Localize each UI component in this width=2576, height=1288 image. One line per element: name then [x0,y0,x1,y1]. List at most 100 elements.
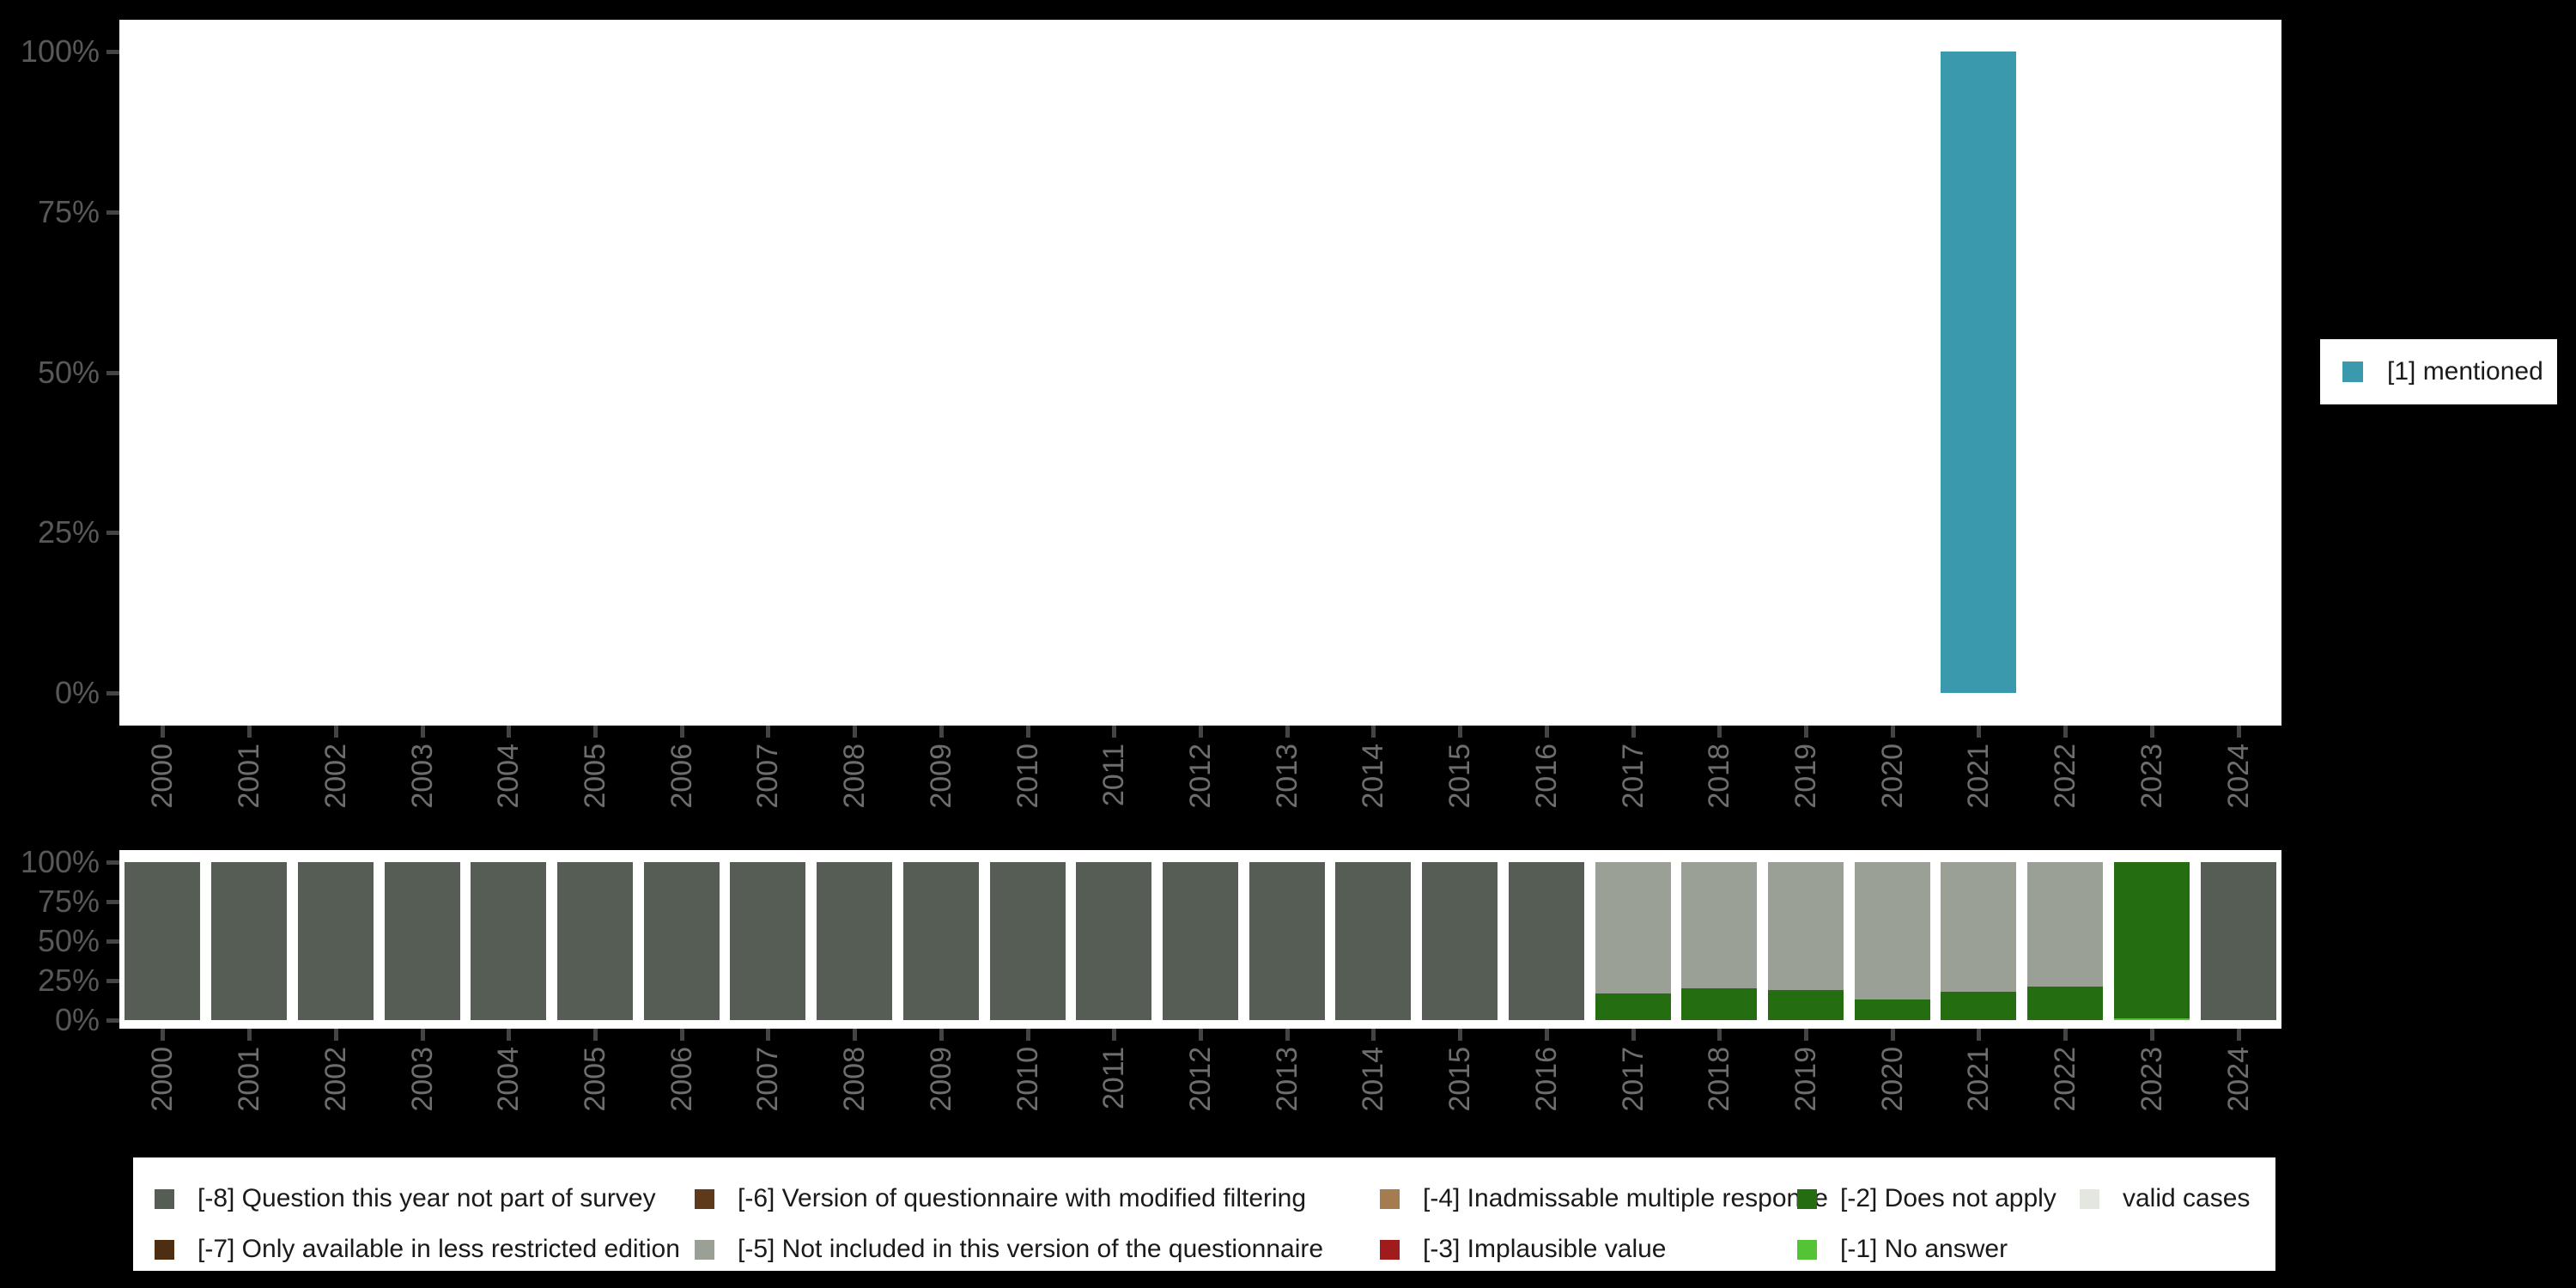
x-axis-tick-label: 2016 [1530,744,1563,809]
bar-segment [1249,862,1325,1020]
x-axis-tick [507,726,511,738]
x-axis-tick-label: 2001 [233,744,265,809]
x-axis-tick-label: 2017 [1617,1047,1649,1112]
y-axis-tick-label: 0% [54,675,100,710]
x-axis-tick [1199,1029,1203,1041]
y-axis-tick-label: 100% [20,844,100,879]
legend-item: [-1] No answer [1797,1236,2008,1263]
mentioned-swatch [2342,361,2363,382]
bar-segment [557,862,633,1020]
x-axis-tick [1458,1029,1462,1041]
x-axis-tick [2063,726,2068,738]
x-axis-tick-label: 2021 [1962,1047,1995,1112]
legend-swatch [695,1239,714,1260]
x-axis-tick-label: 2006 [665,744,698,809]
x-axis-tick [2063,1029,2068,1041]
x-axis-tick [421,726,425,738]
x-axis-tick-label: 2017 [1617,744,1649,809]
x-axis-tick-label: 2012 [1184,744,1217,809]
y-axis-tick-label: 75% [37,884,100,919]
x-axis-tick-label: 2018 [1703,744,1735,809]
x-axis-tick [1717,1029,1722,1041]
x-axis-tick [1199,726,1203,738]
legend-item-label: [-8] Question this year not part of surv… [197,1184,656,1212]
x-axis-tick [853,1029,857,1041]
bar-segment [644,862,720,1020]
legend-item: [-8] Question this year not part of surv… [155,1185,656,1212]
x-axis-tick-label: 2023 [2136,744,2168,809]
bar-segment [1681,862,1757,988]
x-axis-tick-label: 2007 [751,744,784,809]
legend-item: valid cases [2080,1185,2250,1212]
y-axis-tick-label: 50% [37,355,100,390]
y-axis-tick [106,939,119,944]
x-axis-tick [507,1029,511,1041]
x-axis-tick-label: 2014 [1357,744,1389,809]
x-axis-tick-label: 2015 [1443,1047,1476,1112]
bar-segment [1681,988,1757,1020]
y-axis-tick [106,900,119,904]
bar-segment [1768,862,1844,990]
bar-segment [2201,862,2276,1020]
legend-swatch [2080,1188,2099,1209]
x-axis-tick [1804,1029,1808,1041]
x-axis-tick-label: 2010 [1012,744,1044,809]
x-axis-tick [247,1029,252,1041]
bar-segment [2027,862,2103,987]
x-axis-tick-label: 2000 [146,744,179,809]
x-axis-tick-label: 2002 [319,744,352,809]
bar-segment [990,862,1066,1020]
x-axis-tick [334,1029,338,1041]
x-axis-tick-label: 2019 [1789,744,1822,809]
bar-segment [211,862,287,1020]
legend-swatch [695,1188,714,1209]
bar-segment [1855,862,1930,999]
bar-segment [730,862,805,1020]
x-axis-tick [247,726,252,738]
x-axis-tick [1285,726,1290,738]
x-axis-tick-label: 2014 [1357,1047,1389,1112]
x-axis-tick [1545,726,1549,738]
legend-item-label: [-6] Version of questionnaire with modif… [738,1184,1307,1212]
y-axis-tick [106,979,119,983]
y-axis-tick-label: 25% [37,963,100,998]
bar-segment [1595,993,1671,1020]
x-axis-tick-label: 2020 [1876,1047,1909,1112]
bar-segment [1595,862,1671,993]
legend-item-label: [-4] Inadmissable multiple response [1423,1184,1828,1212]
legend-swatch [1380,1239,1400,1260]
x-axis-tick [1631,1029,1636,1041]
mentioned-legend-label: [1] mentioned [2387,357,2543,386]
x-axis-tick [593,1029,598,1041]
legend-item-label: [-5] Not included in this version of the… [738,1235,1324,1263]
x-axis-tick-label: 2013 [1271,1047,1303,1112]
x-axis-tick-label: 2001 [233,1047,265,1112]
x-axis-tick [2150,726,2154,738]
bar-segment [1509,862,1584,1020]
x-axis-tick-label: 2012 [1184,1047,1217,1112]
bar-segment [2027,987,2103,1020]
x-axis-tick-label: 2013 [1271,744,1303,809]
y-axis-tick [106,371,119,375]
x-axis-tick [1458,726,1462,738]
x-axis-tick-label: 2009 [925,744,957,809]
x-axis-tick-label: 2003 [406,1047,439,1112]
x-axis-tick [766,726,770,738]
x-axis-tick [1717,726,1722,738]
x-axis-tick-label: 2004 [492,1047,525,1112]
x-axis-tick [2150,1029,2154,1041]
legend-right-box: [1] mentioned [2320,339,2557,404]
x-axis-tick-label: 2008 [838,744,871,809]
legend-item: [-4] Inadmissable multiple response [1380,1185,1828,1212]
x-axis-tick-label: 2000 [146,1047,179,1112]
x-axis-tick [1026,1029,1030,1041]
x-axis-tick [680,726,684,738]
legend-bottom-box: [-8] Question this year not part of surv… [133,1157,2275,1271]
x-axis-tick-label: 2023 [2136,1047,2168,1112]
x-axis-tick-label: 2019 [1789,1047,1822,1112]
x-axis-tick-label: 2022 [2049,1047,2081,1112]
legend-swatch [155,1239,174,1260]
x-axis-tick [1112,726,1116,738]
x-axis-tick [853,726,857,738]
bar-segment [1941,52,2016,693]
